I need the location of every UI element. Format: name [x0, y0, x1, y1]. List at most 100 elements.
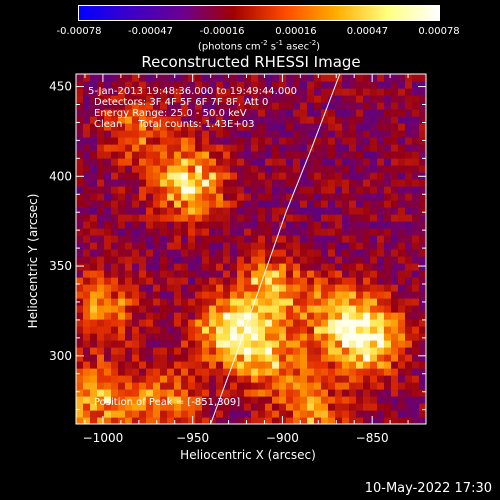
heatmap-cell	[405, 102, 413, 110]
heatmap-cell	[83, 151, 91, 159]
heatmap-cell	[251, 228, 259, 236]
heatmap-cell	[258, 109, 266, 117]
heatmap-cell	[321, 417, 329, 424]
heatmap-cell	[174, 361, 182, 369]
heatmap-cell	[265, 235, 273, 243]
heatmap-cell	[76, 186, 84, 194]
heatmap-cell	[83, 249, 91, 257]
heatmap-cell	[349, 263, 357, 271]
heatmap-cell	[83, 368, 91, 376]
heatmap-cell	[265, 368, 273, 376]
heatmap-cell	[181, 249, 189, 257]
heatmap-cell	[125, 158, 133, 166]
heatmap-cell	[272, 417, 280, 424]
heatmap-cell	[279, 151, 287, 159]
heatmap-cell	[251, 368, 259, 376]
heatmap-cell	[377, 270, 385, 278]
heatmap-cell	[384, 179, 392, 187]
heatmap-cell	[419, 81, 426, 89]
heatmap-cell	[314, 165, 322, 173]
heatmap-cell	[181, 179, 189, 187]
heatmap-cell	[328, 270, 336, 278]
heatmap-cell	[293, 340, 301, 348]
heatmap-cell	[314, 305, 322, 313]
heatmap-cell	[118, 284, 126, 292]
heatmap-cell	[202, 319, 210, 327]
heatmap-cell	[202, 102, 210, 110]
heatmap-cell	[265, 249, 273, 257]
heatmap-cell	[125, 277, 133, 285]
heatmap-cell	[111, 284, 119, 292]
heatmap-cell	[286, 284, 294, 292]
heatmap-cell	[111, 130, 119, 138]
heatmap-cell	[286, 403, 294, 411]
heatmap-cell	[244, 298, 252, 306]
heatmap-cell	[272, 186, 280, 194]
heatmap-cell	[188, 284, 196, 292]
heatmap-cell	[412, 151, 420, 159]
heatmap-cell	[223, 347, 231, 355]
heatmap-cell	[181, 74, 189, 82]
heatmap-cell	[230, 249, 238, 257]
heatmap-cell	[370, 207, 378, 215]
heatmap-cell	[167, 95, 175, 103]
heatmap-cell	[111, 389, 119, 397]
heatmap-cell	[307, 235, 315, 243]
heatmap-cell	[76, 270, 84, 278]
heatmap-cell	[370, 333, 378, 341]
heatmap-cell	[167, 417, 175, 424]
heatmap-cell	[139, 256, 147, 264]
heatmap-cell	[293, 221, 301, 229]
heatmap-cell	[370, 354, 378, 362]
heatmap-cell	[223, 137, 231, 145]
heatmap-cell	[349, 340, 357, 348]
heatmap-cell	[97, 326, 105, 334]
heatmap-cell	[188, 221, 196, 229]
heatmap-cell	[244, 403, 252, 411]
heatmap-cell	[230, 221, 238, 229]
heatmap-cell	[237, 172, 245, 180]
heatmap-cell	[90, 165, 98, 173]
heatmap-cell	[293, 270, 301, 278]
heatmap-cell	[258, 228, 266, 236]
heatmap-cell	[265, 305, 273, 313]
heatmap-cell	[405, 375, 413, 383]
heatmap-cell	[97, 186, 105, 194]
heatmap-cell	[370, 326, 378, 334]
heatmap-cell	[139, 109, 147, 117]
heatmap-cell	[76, 172, 84, 180]
heatmap-cell	[244, 214, 252, 222]
heatmap-cell	[398, 263, 406, 271]
heatmap-cell	[391, 347, 399, 355]
heatmap-cell	[370, 298, 378, 306]
heatmap-cell	[132, 361, 140, 369]
heatmap-cell	[160, 151, 168, 159]
heatmap-cell	[202, 333, 210, 341]
heatmap-cell	[286, 389, 294, 397]
heatmap-cell	[349, 242, 357, 250]
heatmap-cell	[335, 186, 343, 194]
heatmap-cell	[279, 340, 287, 348]
heatmap-cell	[321, 298, 329, 306]
heatmap-cell	[139, 340, 147, 348]
heatmap-cell	[132, 123, 140, 131]
heatmap-cell	[76, 249, 84, 257]
heatmap-cell	[370, 277, 378, 285]
heatmap-cell	[146, 172, 154, 180]
heatmap-cell	[258, 410, 266, 418]
heatmap-cell	[97, 158, 105, 166]
heatmap-cell	[293, 284, 301, 292]
heatmap-cell	[202, 382, 210, 390]
heatmap-cell	[139, 88, 147, 96]
heatmap-cell	[251, 382, 259, 390]
heatmap-cell	[216, 235, 224, 243]
x-tick-label: −850	[356, 431, 389, 445]
heatmap-cell	[307, 319, 315, 327]
heatmap-cell	[349, 326, 357, 334]
heatmap-cell	[181, 284, 189, 292]
heatmap-cell	[76, 368, 84, 376]
heatmap-cell	[216, 375, 224, 383]
heatmap-cell	[104, 151, 112, 159]
heatmap-cell	[146, 137, 154, 145]
heatmap-cell	[377, 263, 385, 271]
